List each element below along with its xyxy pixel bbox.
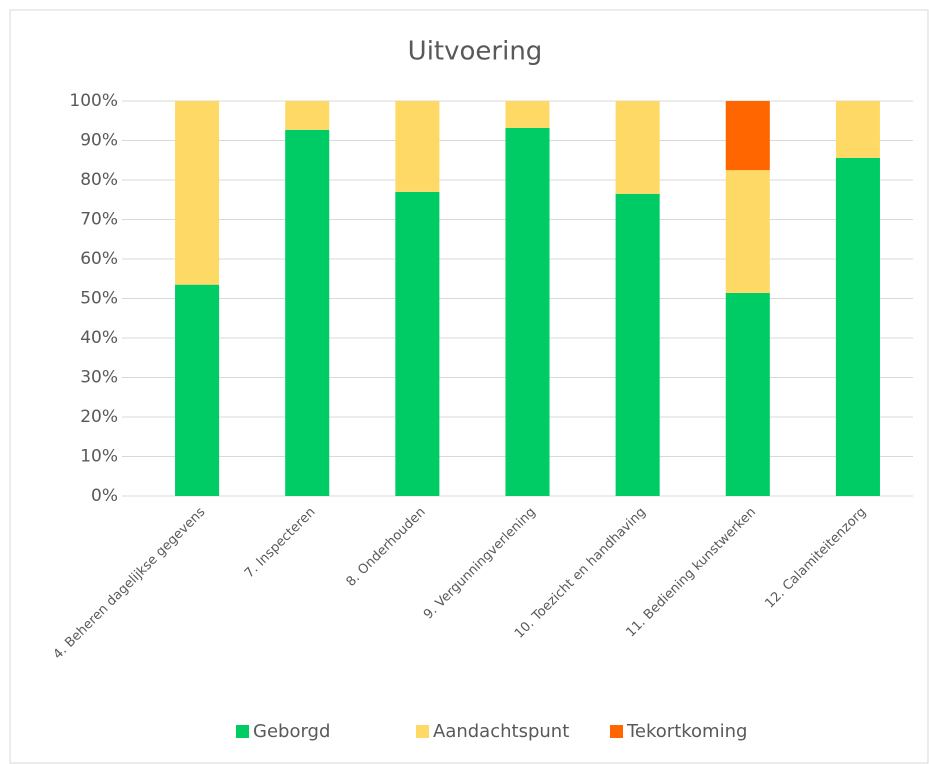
bar-segment — [725, 101, 770, 171]
bar-segment — [175, 101, 220, 285]
bar-segment — [395, 101, 440, 192]
legend-label: Geborgd — [253, 721, 330, 742]
chart-title: Uitvoering — [408, 37, 543, 67]
y-tick-label: 40% — [80, 328, 118, 348]
y-tick-label: 80% — [80, 170, 118, 190]
bar-segment — [395, 191, 440, 496]
y-tick-label: 20% — [80, 407, 118, 427]
legend-label: Aandachtspunt — [433, 721, 569, 742]
y-tick-label: 0% — [91, 486, 118, 506]
bar-segment — [285, 101, 330, 130]
y-tick-label: 70% — [80, 210, 118, 230]
bar-segment — [175, 284, 220, 496]
legend-swatch — [416, 725, 429, 738]
bar-segment — [835, 157, 880, 496]
bar-segment — [725, 170, 770, 293]
bar-segment — [505, 127, 550, 497]
legend-swatch — [236, 725, 249, 738]
y-tick-label: 30% — [80, 368, 118, 388]
y-tick-label: 50% — [80, 289, 118, 309]
y-tick-label: 100% — [69, 91, 118, 111]
y-tick-label: 90% — [80, 131, 118, 151]
bar-segment — [615, 101, 660, 194]
bar-segment — [285, 129, 330, 496]
chart-border — [9, 9, 929, 764]
legend-swatch — [610, 725, 623, 738]
y-tick-label: 60% — [80, 249, 118, 269]
bar-segment — [725, 292, 770, 496]
legend-label: Tekortkoming — [626, 721, 747, 742]
y-tick-label: 10% — [80, 447, 118, 467]
bar-segment — [615, 193, 660, 496]
bar-segment — [505, 101, 550, 128]
bar-segment — [835, 101, 880, 158]
